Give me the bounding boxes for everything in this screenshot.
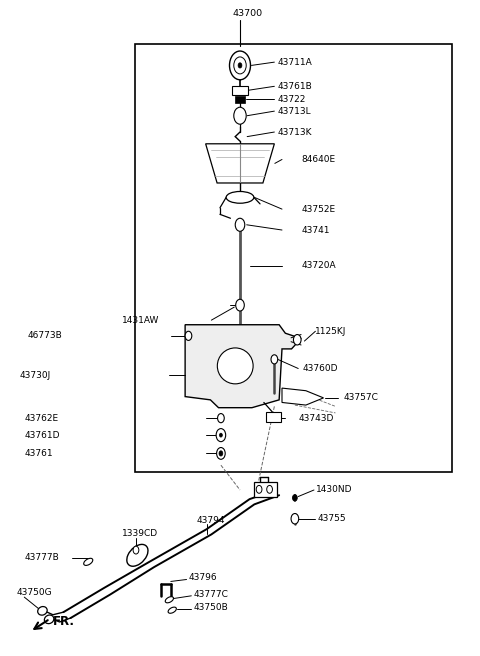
Text: FR.: FR. [53, 615, 75, 628]
Circle shape [256, 485, 262, 493]
Circle shape [267, 485, 273, 493]
Text: 43794: 43794 [197, 516, 226, 525]
Text: 1339CD: 1339CD [121, 529, 158, 539]
Text: 43757C: 43757C [344, 394, 379, 402]
Ellipse shape [226, 192, 254, 203]
Text: 84640E: 84640E [301, 155, 335, 164]
Circle shape [234, 57, 246, 74]
Circle shape [238, 63, 242, 68]
Text: 43762E: 43762E [24, 414, 59, 422]
Text: 43761: 43761 [24, 449, 53, 458]
Circle shape [216, 447, 225, 459]
Circle shape [292, 495, 297, 501]
Ellipse shape [38, 607, 47, 615]
Bar [266, 411, 281, 422]
Polygon shape [185, 325, 301, 407]
Circle shape [229, 51, 251, 80]
Ellipse shape [84, 558, 93, 565]
Circle shape [236, 299, 244, 311]
Polygon shape [282, 388, 324, 405]
Text: 43720A: 43720A [301, 262, 336, 270]
Circle shape [216, 428, 226, 441]
Text: 43750G: 43750G [17, 588, 52, 597]
Ellipse shape [217, 348, 253, 384]
Text: 1430ND: 1430ND [316, 485, 353, 495]
Circle shape [235, 218, 245, 232]
Polygon shape [205, 144, 275, 183]
Bar [235, 96, 245, 103]
Text: 43713L: 43713L [277, 107, 311, 115]
Text: 43741: 43741 [301, 226, 330, 234]
Circle shape [291, 514, 299, 524]
Text: 43722: 43722 [277, 95, 306, 104]
Text: 43777C: 43777C [193, 590, 228, 599]
Text: 43752E: 43752E [301, 205, 335, 214]
Text: 1431AW: 1431AW [121, 316, 159, 325]
Circle shape [219, 433, 222, 437]
Circle shape [219, 451, 223, 456]
Circle shape [217, 413, 224, 422]
Text: 43755: 43755 [317, 514, 346, 523]
Circle shape [133, 546, 139, 554]
Text: 43796: 43796 [189, 573, 217, 582]
Text: 43711A: 43711A [277, 58, 312, 67]
Circle shape [271, 355, 278, 364]
Text: 43761B: 43761B [277, 82, 312, 91]
Text: 1125KJ: 1125KJ [315, 327, 347, 336]
Text: 43761D: 43761D [24, 430, 60, 440]
Ellipse shape [165, 597, 173, 603]
Text: 43743D: 43743D [298, 414, 334, 422]
Ellipse shape [168, 607, 176, 613]
Bar [254, 482, 277, 497]
Text: 43777B: 43777B [24, 554, 59, 562]
Text: 43750B: 43750B [193, 603, 228, 612]
Text: 46773B: 46773B [28, 331, 62, 340]
Bar [232, 87, 248, 95]
Bar [135, 44, 452, 472]
Text: 43700: 43700 [232, 9, 262, 18]
Ellipse shape [44, 615, 54, 624]
Text: 43760D: 43760D [303, 364, 338, 373]
Ellipse shape [127, 544, 148, 566]
Circle shape [293, 335, 301, 345]
Text: 43713K: 43713K [277, 127, 312, 136]
Text: 43730J: 43730J [20, 371, 51, 380]
Circle shape [185, 331, 192, 340]
Circle shape [234, 107, 246, 124]
